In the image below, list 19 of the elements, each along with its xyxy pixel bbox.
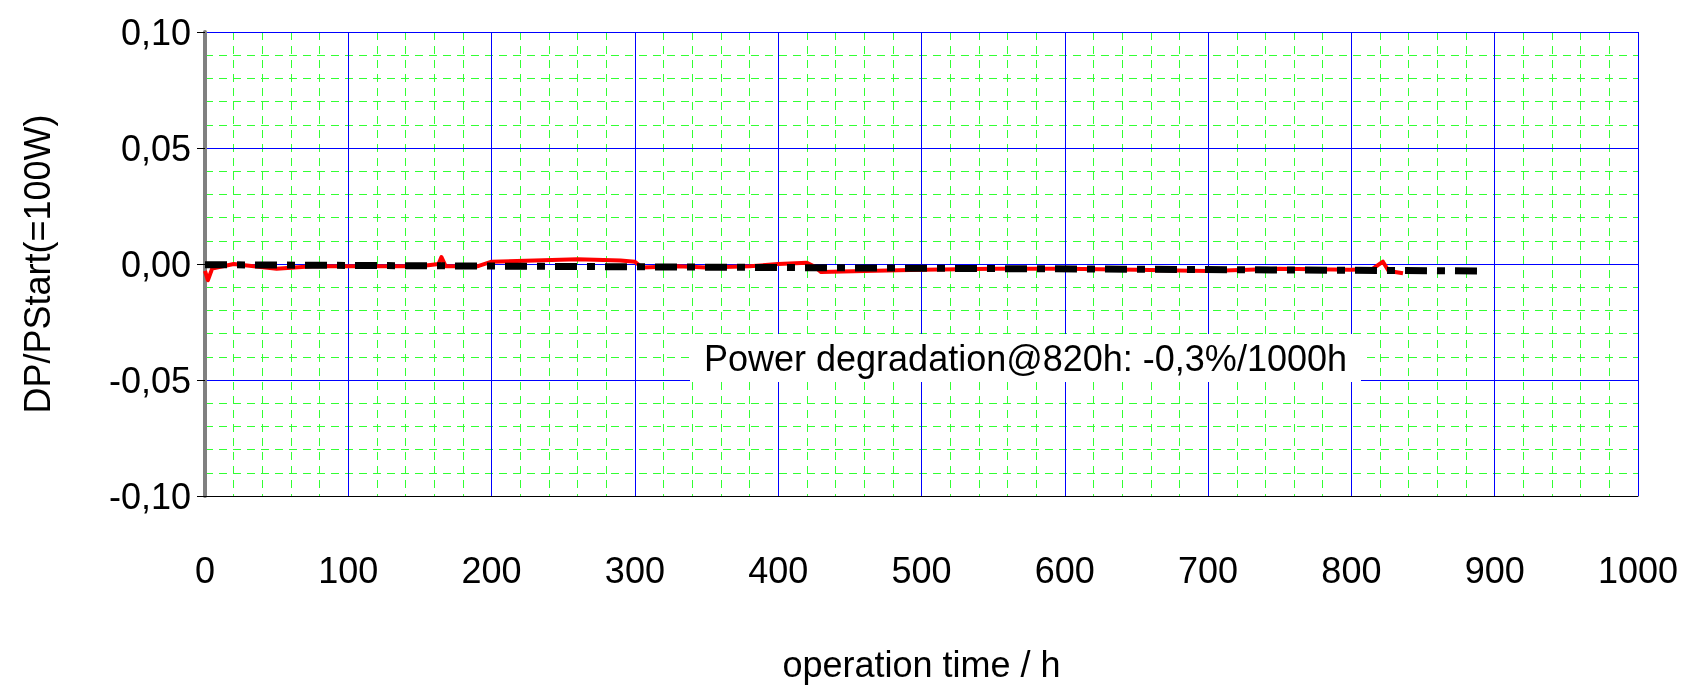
y-tick-label: 0,00: [120, 243, 191, 285]
y-axis-title: DP/PStart(=100W): [16, 114, 58, 414]
x-tick-label: 0: [194, 549, 216, 591]
y-tick-label: 0,10: [120, 11, 191, 53]
x-tick-label: 1000: [1597, 549, 1679, 591]
y-tick-label: -0,10: [108, 475, 191, 517]
x-tick-label: 200: [461, 549, 522, 591]
x-axis-title: operation time / h: [782, 643, 1061, 685]
x-tick-label: 600: [1034, 549, 1095, 591]
x-tick-label: 100: [318, 549, 379, 591]
x-tick-label: 500: [891, 549, 952, 591]
x-tick-label: 400: [748, 549, 809, 591]
y-tick-label: 0,05: [120, 127, 191, 169]
x-tick-label: 800: [1321, 549, 1382, 591]
x-tick-label: 300: [604, 549, 665, 591]
x-tick-label: 900: [1464, 549, 1525, 591]
x-tick-label: 700: [1178, 549, 1239, 591]
y-tick-label: -0,05: [108, 359, 191, 401]
annotation: Power degradation@820h: -0,3%/1000h: [704, 337, 1347, 379]
